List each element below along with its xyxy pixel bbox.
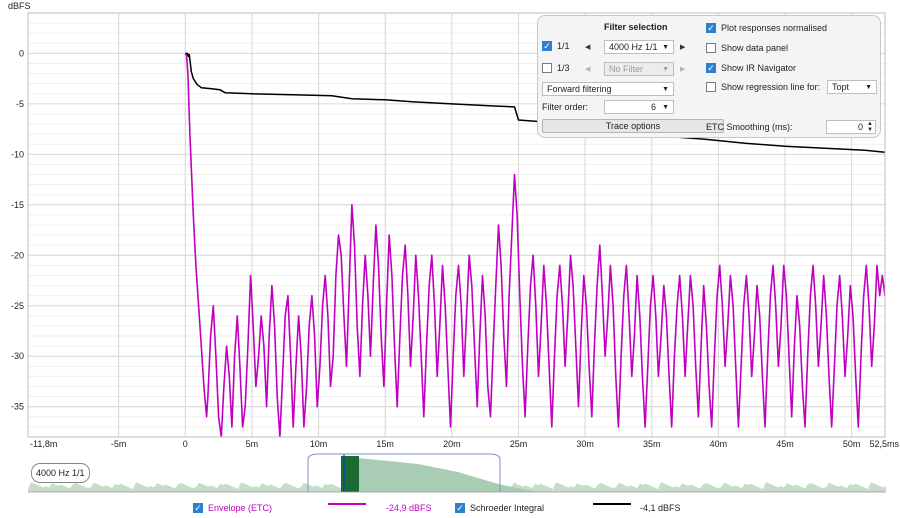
y-tick-label: -30 (11, 351, 24, 361)
minor-grid (28, 12, 885, 438)
show-data-panel-label: Show data panel (721, 43, 789, 53)
envelope-toggle-checkbox[interactable]: ✓ (193, 502, 203, 513)
y-tick-label: -5 (16, 99, 24, 109)
legend-envelope-swatch (328, 503, 366, 505)
overview-filter-label: 4000 Hz 1/1 (31, 463, 90, 483)
schroeder-legend-label: Schroeder Integral (470, 503, 545, 513)
selection-window[interactable] (341, 456, 359, 492)
x-tick-label: 35m (643, 439, 661, 449)
show-ir-navigator-label: Show IR Navigator (721, 63, 797, 73)
filter-select-1-value: 4000 Hz 1/1 (609, 42, 658, 52)
ir-navigator[interactable] (28, 452, 886, 498)
prev-filter-arrow-icon[interactable]: ◀ (585, 44, 591, 51)
x-tick-label: 25m (510, 439, 528, 449)
filter-1-1-checkbox[interactable]: ✓ (542, 40, 552, 51)
y-tick-label: -10 (11, 149, 24, 159)
filter-1-3-checkbox[interactable] (542, 63, 552, 73)
plot-normalised-row: ✓ Plot responses normalised (706, 23, 827, 33)
schroeder-line-swatch (593, 503, 631, 505)
y-tick-labels: 0 -5 -10 -15 -20 -25 -30 -35 (11, 48, 24, 411)
show-regression-label: Show regression line for: (721, 82, 821, 92)
etc-smoothing-value: 0 (858, 122, 864, 132)
x-tick-label: 15m (376, 439, 394, 449)
x-tick-label: -5m (111, 439, 127, 449)
view-range-handle[interactable] (307, 453, 501, 492)
y-tick-label: -25 (11, 301, 24, 311)
trace-options-button[interactable]: Trace options (542, 119, 724, 133)
x-tick-label: 40m (710, 439, 728, 449)
x-tick-label: 45m (776, 439, 794, 449)
schroeder-legend-value: -4,1 dBFS (640, 503, 681, 513)
show-ir-navigator-checkbox[interactable]: ✓ (706, 62, 716, 73)
next-filter-arrow-icon[interactable]: ▶ (680, 44, 686, 51)
filtering-mode-select[interactable]: Forward filtering ▼ (542, 82, 674, 96)
next-filter-2-arrow-icon[interactable]: ▶ (680, 66, 686, 73)
x-tick-label: 30m (576, 439, 594, 449)
x-tick-label: 0 (183, 439, 188, 449)
regression-select-value: Topt (832, 82, 850, 92)
show-regression-checkbox[interactable] (706, 82, 716, 92)
main-chart[interactable]: dBFS 0 -5 -10 -15 -20 -25 -30 -35 -11,8m -5m 0 5m 1… (0, 0, 900, 450)
y-tick-label: 0 (19, 48, 24, 58)
chevron-down-icon: ▼ (662, 43, 669, 51)
chevron-down-icon: ▼ (865, 83, 872, 91)
legend-schroeder-swatch (593, 503, 631, 505)
envelope-legend-label: Envelope (ETC) (208, 503, 273, 513)
x-tick-label: 10m (310, 439, 328, 449)
legend-schroeder: ✓ Schroeder Integral (455, 503, 544, 513)
envelope-etc-line (184, 52, 885, 437)
filter-select-1[interactable]: 4000 Hz 1/1 ▼ (604, 40, 674, 54)
show-data-panel-row: Show data panel (706, 43, 788, 53)
etc-smoothing-label: ETC Smoothing (ms): (706, 122, 793, 132)
legend-envelope: ✓ Envelope (ETC) (193, 503, 272, 513)
y-axis-label: dBFS (8, 1, 31, 11)
filter-1-3-label: 1/3 (557, 63, 570, 73)
filter-1-1-label: 1/1 (557, 41, 570, 51)
filter-select-2[interactable]: No Filter ▼ (604, 62, 674, 76)
filter-row-1: ✓ 1/1 (542, 41, 570, 51)
etc-smoothing-spinner[interactable]: 0 ▲ ▼ (826, 120, 876, 134)
filter-order-label: Filter order: (542, 102, 589, 112)
show-data-panel-checkbox[interactable] (706, 43, 716, 53)
schroeder-integral-line (185, 52, 885, 154)
y-tick-label: -20 (11, 250, 24, 260)
plot-normalised-checkbox[interactable]: ✓ (706, 22, 716, 33)
plot-normalised-label: Plot responses normalised (721, 23, 828, 33)
show-regression-row: Show regression line for: (706, 82, 820, 92)
filter-selection-title: Filter selection (604, 22, 668, 32)
chevron-down-icon: ▼ (662, 85, 669, 93)
x-tick-label: 50m (843, 439, 861, 449)
x-tick-label: -11,8m (30, 439, 57, 449)
filter-row-2: 1/3 (542, 63, 570, 73)
decay-fill (341, 458, 538, 492)
y-tick-label: -15 (11, 200, 24, 210)
spinner-arrows-icon[interactable]: ▲ ▼ (867, 121, 873, 133)
envelope-legend-value: -24,9 dBFS (386, 503, 432, 513)
show-ir-navigator-row: ✓ Show IR Navigator (706, 63, 796, 73)
regression-select[interactable]: Topt ▼ (827, 80, 877, 94)
filter-select-2-value: No Filter (609, 64, 644, 74)
series-layer (184, 52, 885, 437)
filter-order-value: 6 (651, 102, 657, 112)
y-tick-label: -35 (11, 402, 24, 412)
envelope-line-swatch (328, 503, 366, 505)
x-tick-label: 5m (246, 439, 259, 449)
prev-filter-2-arrow-icon[interactable]: ◀ (585, 66, 591, 73)
plot-frame (27, 12, 886, 438)
chevron-down-icon: ▼ (662, 65, 669, 73)
x-tick-label: 52,5ms (869, 439, 899, 449)
x-tick-label: 20m (443, 439, 461, 449)
filtering-mode-value: Forward filtering (547, 84, 612, 94)
major-grid (27, 13, 886, 437)
chevron-down-icon: ▼ (662, 103, 669, 111)
filter-order-select[interactable]: 6 ▼ (604, 100, 674, 114)
schroeder-toggle-checkbox[interactable]: ✓ (455, 502, 465, 513)
trace-options-panel: Filter selection ✓ 1/1 ◀ 4000 Hz 1/1 ▼ ▶… (537, 15, 881, 138)
x-tick-labels: -11,8m -5m 0 5m 10m 15m 20m 25m 30m 35m 40m 45m 50m 5… (30, 439, 899, 449)
